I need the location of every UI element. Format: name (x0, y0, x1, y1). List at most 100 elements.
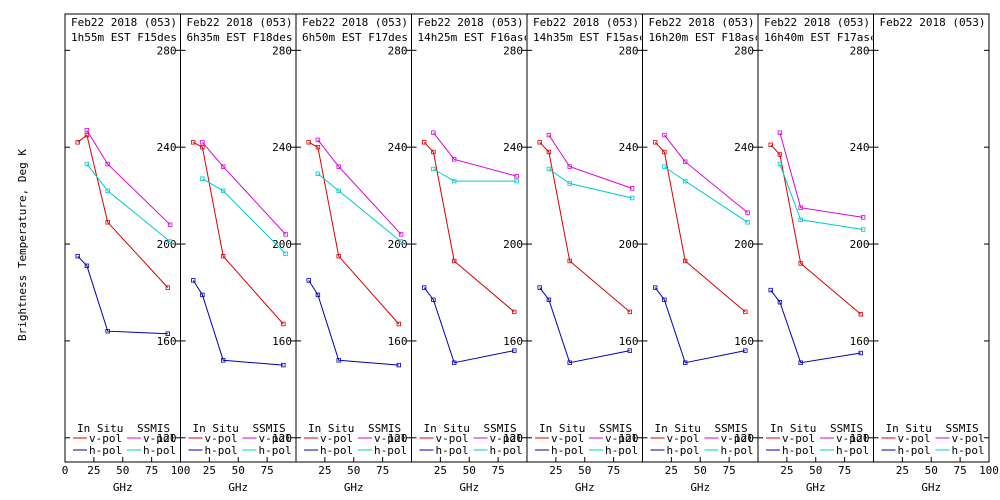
data-point-in-situ-v (512, 309, 517, 315)
data-point-in-situ-h (336, 358, 341, 363)
legend-in-situ-vpol: v-pol (436, 432, 469, 445)
y-tick-label: 200 (734, 238, 754, 251)
panel-7: Feb22 2018 (053) 16h40m EST F17asc 120 160 2… (757, 13, 874, 494)
data-point-in-situ-v (75, 140, 80, 145)
data-point-in-situ-v (336, 253, 341, 259)
panel-2: Feb22 2018 (053) 6h35m EST F18des 120 160 20… (180, 13, 297, 494)
series-line-ssmis-v (664, 134, 748, 213)
panel-title-date: Feb22 2018 (053) (533, 16, 639, 29)
x-axis-label: GHz (344, 481, 364, 494)
x-tick-label: 25 (665, 464, 678, 477)
x-tick-label: 50 (694, 464, 707, 477)
data-point-in-situ-v (190, 140, 196, 145)
panel-title-time: 16h20m EST F18asc (649, 31, 762, 44)
series-line-in-situ-h (539, 287, 630, 364)
panel-3: Feb22 2018 (053) 6h50m EST F17des 120 160 20… (295, 13, 412, 494)
data-point-ssmis-h (629, 195, 635, 201)
data-point-ssmis-h (546, 166, 552, 172)
legend-in-situ-vpol: v-pol (320, 432, 353, 445)
x-axis-label: GHz (806, 481, 826, 494)
legend-in-situ-hpol: h-pol (898, 444, 931, 457)
data-point-in-situ-v (627, 309, 632, 315)
data-point-ssmis-v (105, 161, 110, 167)
legend-in-situ-hpol: h-pol (667, 444, 700, 457)
data-point-in-situ-v (777, 152, 783, 157)
data-point-ssmis-h (451, 178, 457, 184)
data-point-in-situ-v (220, 253, 226, 259)
x-tick-label: 100 (979, 464, 999, 477)
data-point-in-situ-h (315, 292, 321, 298)
panel-frame (873, 13, 990, 463)
y-tick-label: 280 (619, 44, 639, 57)
legend-in-situ-vpol: v-pol (551, 432, 584, 445)
panel-title-date: Feb22 2018 (053) (302, 16, 408, 29)
data-point-ssmis-h (683, 178, 688, 184)
data-point-in-situ-h (200, 292, 205, 298)
data-point-in-situ-h (451, 360, 457, 365)
data-point-ssmis-v (798, 205, 803, 210)
legend-in-situ: In Situ (655, 422, 701, 435)
x-tick-label: 50 (463, 464, 476, 477)
x-tick-label: 75 (145, 464, 158, 477)
legend-ssmis-vpol: v-pol (952, 432, 985, 445)
legend-in-situ-vpol: v-pol (89, 432, 122, 445)
series-line-in-situ-v (654, 141, 746, 313)
y-tick-label: 200 (272, 238, 292, 251)
y-tick-label: 160 (503, 335, 523, 348)
y-tick-label: 200 (503, 238, 523, 251)
data-point-in-situ-h (627, 348, 632, 353)
data-point-ssmis-v (200, 140, 205, 145)
series-line-ssmis-h (433, 168, 517, 182)
y-tick-label: 160 (388, 335, 408, 348)
data-point-ssmis-h (745, 220, 750, 225)
legend-ssmis-vpol: v-pol (374, 432, 407, 445)
legend-ssmis-vpol: v-pol (721, 432, 754, 445)
series-line-ssmis-h (317, 173, 402, 242)
panel-title-time: 6h35m EST F18des (187, 31, 293, 44)
data-point-ssmis-h (105, 188, 110, 193)
x-tick-label: 75 (376, 464, 389, 477)
series-line-in-situ-v (77, 134, 169, 288)
panel-5: Feb22 2018 (053) 14h35m EST F15asc 120 160 2… (526, 13, 646, 494)
data-point-in-situ-h (84, 263, 90, 268)
series-line-in-situ-h (192, 280, 284, 366)
y-tick-label: 240 (388, 141, 408, 154)
series-line-ssmis-v (779, 132, 864, 218)
data-point-ssmis-h (567, 181, 572, 186)
legend-ssmis-hpol: h-pol (374, 444, 407, 457)
x-tick-label: 75 (261, 464, 274, 477)
y-tick-label: 160 (157, 335, 177, 348)
y-tick-label: 120 (619, 432, 639, 445)
data-point-in-situ-h (396, 362, 401, 368)
data-point-ssmis-v (84, 127, 90, 133)
x-tick-label: 25 (203, 464, 216, 477)
y-tick-label: 240 (850, 141, 870, 154)
legend-ssmis: SSMIS (484, 422, 517, 435)
data-point-in-situ-h (743, 348, 748, 353)
y-tick-label: 240 (619, 141, 639, 154)
data-point-in-situ-v (743, 309, 748, 315)
panel-title-time: 14h25m EST F16asc (418, 31, 531, 44)
x-tick-label: 75 (492, 464, 505, 477)
legend-in-situ: In Situ (77, 422, 123, 435)
data-point-in-situ-h (858, 350, 863, 356)
legend-in-situ-vpol: v-pol (782, 432, 815, 445)
series-line-ssmis-v (548, 134, 633, 189)
panel-title-time: 14h35m EST F15asc (533, 31, 646, 44)
data-point-ssmis-v (514, 173, 519, 179)
data-point-in-situ-h (281, 362, 286, 368)
y-tick-label: 120 (850, 432, 870, 445)
y-tick-label: 200 (157, 238, 177, 251)
y-tick-label: 160 (272, 335, 292, 348)
data-point-ssmis-v (451, 157, 457, 162)
legend-in-situ: In Situ (886, 422, 932, 435)
legend-ssmis-vpol: v-pol (605, 432, 638, 445)
data-point-in-situ-v (200, 144, 205, 150)
y-tick-label: 160 (619, 335, 639, 348)
legend-ssmis-vpol: v-pol (490, 432, 523, 445)
panel-title-date: Feb22 2018 (053) (649, 16, 755, 29)
series-line-ssmis-h (664, 166, 748, 223)
data-point-ssmis-h (283, 251, 288, 256)
data-point-ssmis-v (777, 130, 783, 135)
